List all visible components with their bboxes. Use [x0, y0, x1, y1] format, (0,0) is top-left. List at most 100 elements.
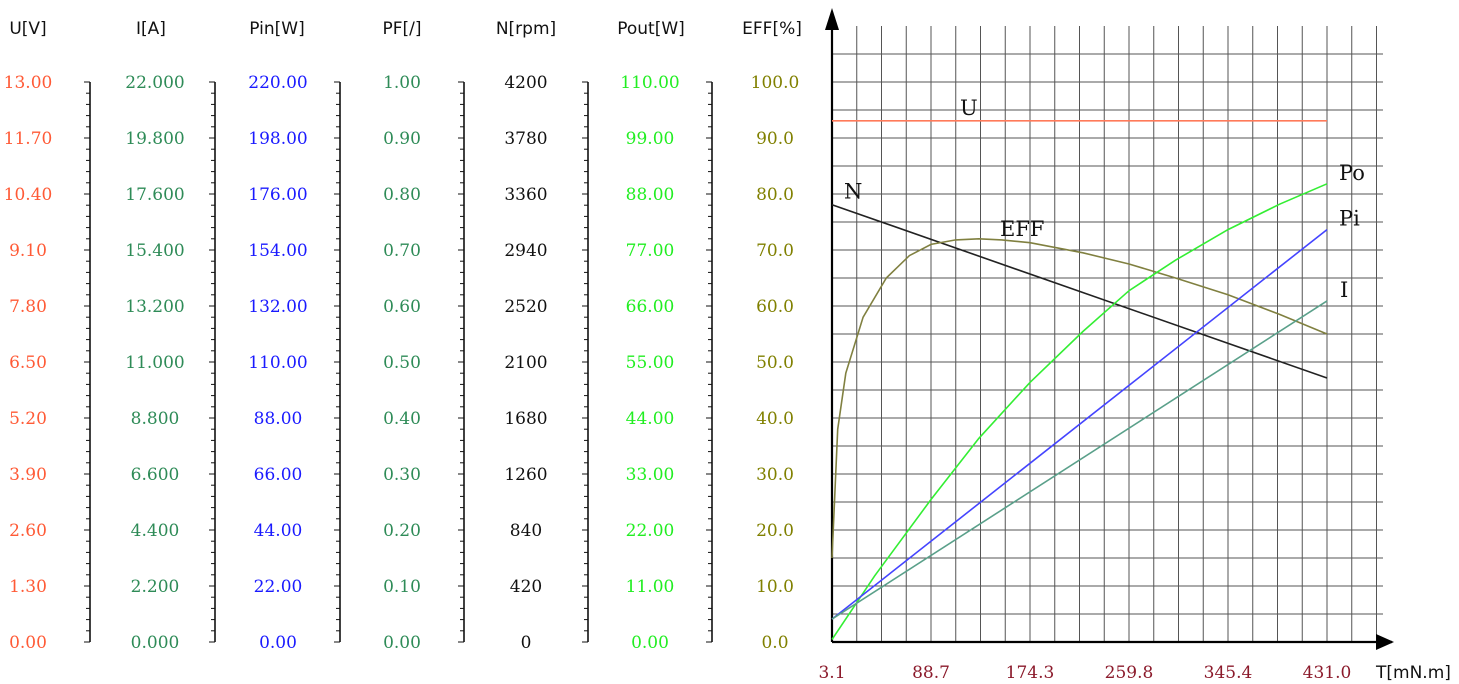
scale-tick-label-pout: 0.00	[631, 633, 669, 653]
scale-tick-label-pin: 66.00	[254, 465, 303, 485]
scale-tick-label-n: 3780	[504, 129, 547, 149]
scale-tick-label-pf: 0.40	[383, 409, 421, 429]
scale-tick-label-eff: 80.0	[756, 185, 794, 205]
scale-tick-label-u: 3.90	[9, 465, 47, 485]
scale-tick-label-pout: 110.00	[620, 73, 679, 93]
scale-tick-label-eff: 100.0	[751, 73, 800, 93]
scale-tick-label-eff: 60.0	[756, 297, 794, 317]
x-axis: 3.1 88.7 174.3 259.8 345.4 431.0 T[mN.m]	[818, 663, 1450, 683]
scale-tick-label-pout: 33.00	[626, 465, 675, 485]
plot-grid	[825, 8, 1394, 650]
scale-tick-label-pf: 0.10	[383, 577, 421, 597]
scale-tick-label-eff: 90.0	[756, 129, 794, 149]
scale-tick-label-pf: 0.80	[383, 185, 421, 205]
scale-tick-label-pin: 110.00	[248, 353, 307, 373]
scale-tick-label-i: 8.800	[131, 409, 180, 429]
scale-header-pf: PF[/]	[382, 19, 421, 39]
series-line-n	[831, 203, 1328, 379]
scale-tick-label-pin: 132.00	[248, 297, 307, 317]
scale-tick-label-pf: 0.00	[383, 633, 421, 653]
scale-tick-label-n: 2520	[504, 297, 547, 317]
scale-tick-label-pout: 55.00	[626, 353, 675, 373]
scale-tick-label-eff: 20.0	[756, 521, 794, 541]
scale-tick-label-pf: 0.90	[383, 129, 421, 149]
scale-tick-label-n: 2100	[504, 353, 547, 373]
x-tick-label: 345.4	[1204, 663, 1253, 683]
scale-tick-label-pout: 77.00	[626, 241, 675, 261]
scale-tick-label-u: 7.80	[9, 297, 47, 317]
series-label-po: Po	[1339, 161, 1365, 185]
x-tick-label: 174.3	[1006, 663, 1055, 683]
scale-tick-label-i: 6.600	[131, 465, 180, 485]
scale-tick-label-pin: 44.00	[254, 521, 303, 541]
scale-tick-label-eff: 70.0	[756, 241, 794, 261]
scale-tick-label-pf: 0.20	[383, 521, 421, 541]
x-tick-label: 88.7	[912, 663, 950, 683]
scale-tick-label-pin: 88.00	[254, 409, 303, 429]
scale-tick-label-pout: 88.00	[626, 185, 675, 205]
scale-tick-label-i: 17.600	[125, 185, 184, 205]
scale-tick-label-u: 11.70	[4, 129, 53, 149]
series-label-eff: EFF	[1000, 217, 1044, 241]
series-label-n: N	[844, 180, 862, 204]
x-tick-label: 259.8	[1105, 663, 1154, 683]
scale-header-pout: Pout[W]	[617, 19, 685, 39]
scale-header-u: U[V]	[9, 19, 46, 39]
series-label-pi: Pi	[1339, 207, 1360, 231]
scale-tick-label-pin: 154.00	[248, 241, 307, 261]
scale-tick-label-n: 420	[510, 577, 542, 597]
scale-tick-label-pf: 0.30	[383, 465, 421, 485]
scale-tick-label-n: 0	[521, 633, 532, 653]
scale-pout: Pout[W] 0.00 11.00 22.00 33.00 44.00 55.00 66.0…	[617, 19, 713, 653]
scale-tick-label-eff: 10.0	[756, 577, 794, 597]
scale-header-n: N[rpm]	[496, 19, 556, 39]
scale-tick-label-i: 4.400	[131, 521, 180, 541]
scale-tick-label-i: 15.400	[125, 241, 184, 261]
x-axis-arrow-icon	[1376, 634, 1394, 650]
scale-tick-label-u: 1.30	[9, 577, 47, 597]
scale-tick-label-u: 0.00	[9, 633, 47, 653]
scale-i: I[A] 0.000 2.200 4.400 6.600 8.800 11.000 13.20…	[125, 19, 216, 653]
scale-tick-label-i: 22.000	[125, 73, 184, 93]
series-label-i: I	[1340, 278, 1348, 302]
scale-tick-label-i: 2.200	[131, 577, 180, 597]
scale-tick-label-pf: 0.50	[383, 353, 421, 373]
scale-tick-label-i: 11.000	[125, 353, 184, 373]
scale-tick-label-n: 1680	[504, 409, 547, 429]
scale-tick-label-pin: 0.00	[259, 633, 297, 653]
scale-tick-label-pf: 1.00	[383, 73, 421, 93]
scale-tick-label-pout: 66.00	[626, 297, 675, 317]
scale-tick-label-u: 2.60	[9, 521, 47, 541]
scale-tick-label-pin: 22.00	[254, 577, 303, 597]
scale-header-pin: Pin[W]	[249, 19, 304, 39]
scale-eff: EFF[%] 0.0 10.0 20.0 30.0 40.0 50.0 60.0 70.0 80.…	[742, 19, 802, 653]
scale-tick-label-u: 9.10	[9, 241, 47, 261]
scale-header-eff: EFF[%]	[742, 19, 802, 39]
scale-tick-label-u: 10.40	[4, 185, 53, 205]
scale-tick-label-eff: 50.0	[756, 353, 794, 373]
scale-tick-label-n: 2940	[504, 241, 547, 261]
scale-tick-label-i: 0.000	[131, 633, 180, 653]
scale-header-i: I[A]	[136, 19, 166, 39]
scale-tick-label-pout: 44.00	[626, 409, 675, 429]
x-tick-label: 431.0	[1303, 663, 1352, 683]
scale-tick-label-n: 840	[510, 521, 542, 541]
plot-curves: U N EFF Po Pi I	[831, 96, 1365, 640]
scale-tick-label-pf: 0.70	[383, 241, 421, 261]
left-scales: U[V]0.001.302.603.905.206.507.809.1010.4…	[4, 19, 802, 653]
scale-tick-label-pout: 22.00	[626, 521, 675, 541]
series-line-po	[831, 183, 1328, 640]
y-axis-arrow-icon	[825, 8, 839, 30]
series-line-i	[831, 300, 1328, 620]
scale-tick-label-u: 13.00	[4, 73, 53, 93]
scale-u: U[V] 0.00 1.30 2.60 3.90 5.20 6.50 7.80 9.10 10.4…	[4, 19, 91, 653]
series-line-pi	[831, 228, 1328, 620]
x-axis-title: T[mN.m]	[1375, 663, 1451, 683]
scale-tick-label-pout: 99.00	[626, 129, 675, 149]
series-line-eff	[831, 237, 1328, 559]
scale-tick-label-pin: 176.00	[248, 185, 307, 205]
scale-tick-label-pin: 220.00	[248, 73, 307, 93]
scale-tick-label-pf: 0.60	[383, 297, 421, 317]
series-label-u: U	[960, 96, 978, 120]
